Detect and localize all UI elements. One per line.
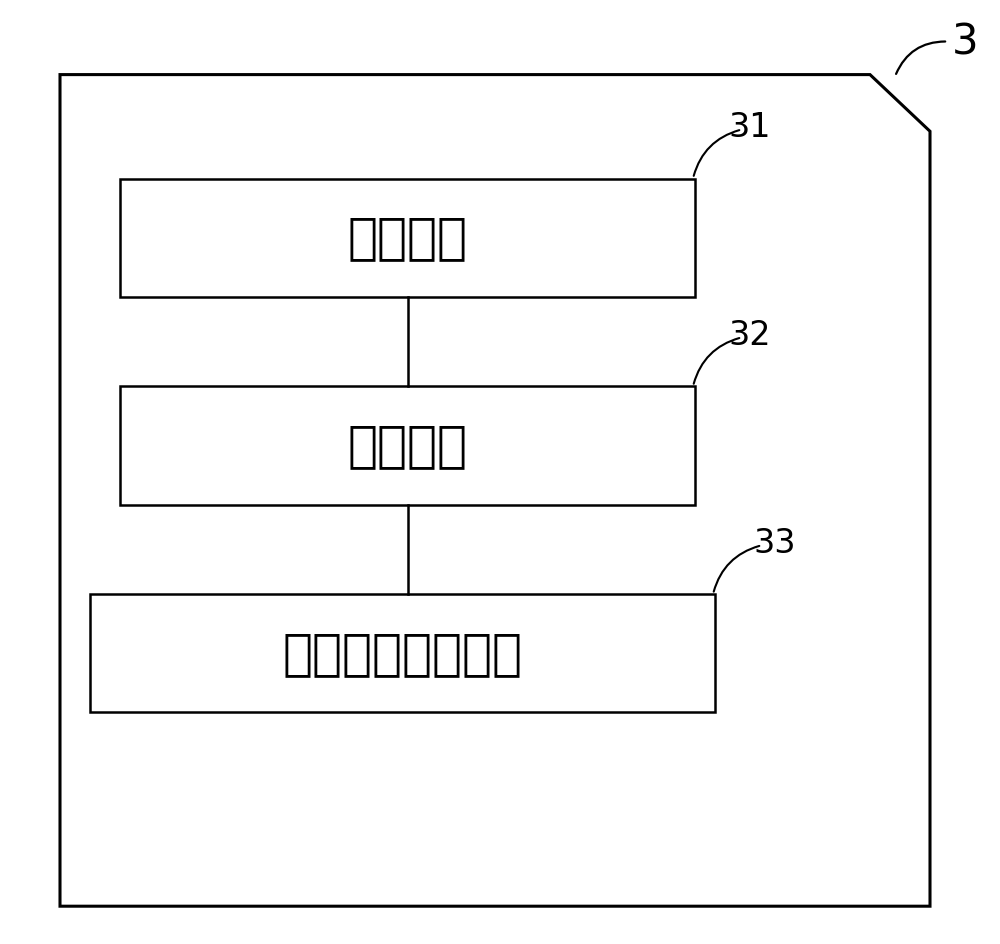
Bar [120,179,695,297]
Bar [90,595,715,713]
Text: 驱动模块: 驱动模块 [348,422,468,470]
Text: 身份信息生成电路: 身份信息生成电路 [282,630,522,678]
Text: 33: 33 [754,527,796,559]
Polygon shape [60,76,930,906]
Text: 31: 31 [729,111,771,143]
Text: 3: 3 [952,22,978,63]
Bar [120,387,695,505]
Text: 32: 32 [729,319,771,351]
Text: 切换模块: 切换模块 [348,214,468,262]
